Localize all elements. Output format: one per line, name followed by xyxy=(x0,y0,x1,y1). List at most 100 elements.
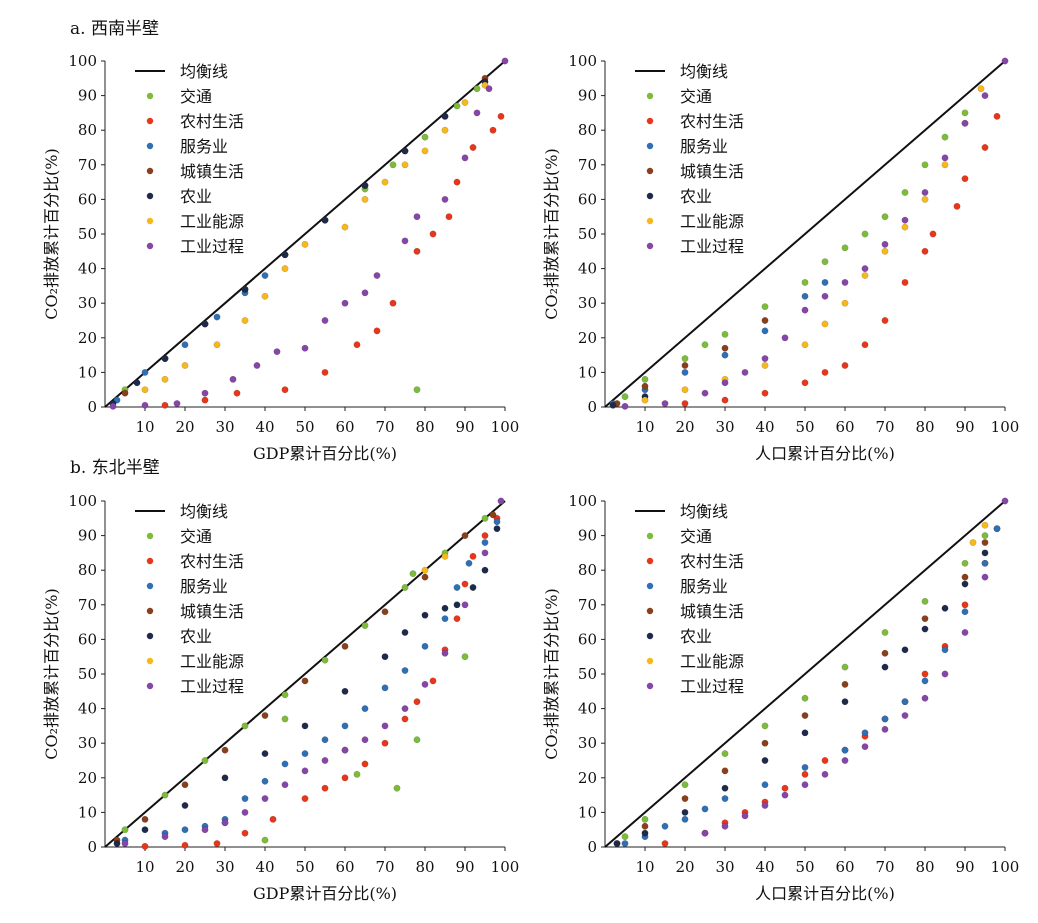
data-point xyxy=(721,767,729,775)
data-point xyxy=(141,368,149,376)
data-point xyxy=(353,341,361,349)
legend-swatch xyxy=(646,607,654,615)
data-point xyxy=(941,670,949,678)
data-point xyxy=(261,795,269,803)
data-point xyxy=(401,584,409,591)
series-1-points xyxy=(681,112,1001,407)
legend-label: 城镇生活 xyxy=(180,602,244,621)
data-point xyxy=(841,362,849,369)
y-tick-label: 80 xyxy=(78,561,97,579)
legend-swatch xyxy=(146,632,154,640)
y-tick-label: 40 xyxy=(578,260,597,278)
data-point xyxy=(941,133,949,141)
x-tick-label: 100 xyxy=(491,418,520,436)
data-point xyxy=(281,251,289,259)
data-point xyxy=(121,826,129,834)
data-point xyxy=(901,712,909,719)
chart-panel-a-gdp: 0 10 20 30 40 50 60 70 80 90 100 10 20 30 40 50 60 70 80 90… xyxy=(42,52,520,463)
legend-swatch xyxy=(646,192,654,200)
data-point xyxy=(481,514,489,522)
data-point xyxy=(761,303,769,311)
data-point xyxy=(801,278,809,286)
y-tick-label: 90 xyxy=(578,527,597,545)
legend-equality-label: 均衡线 xyxy=(180,502,228,521)
data-point xyxy=(621,402,629,410)
data-point xyxy=(481,566,489,574)
y-tick-label: 50 xyxy=(78,225,97,243)
legend-swatch xyxy=(646,557,654,565)
data-point xyxy=(389,299,397,307)
data-point xyxy=(621,393,629,401)
data-point xyxy=(301,767,309,775)
data-point xyxy=(821,258,829,266)
data-point xyxy=(381,722,389,730)
data-point xyxy=(181,362,189,369)
data-point xyxy=(181,781,189,789)
data-point xyxy=(901,223,909,231)
data-point xyxy=(381,653,389,661)
data-point xyxy=(469,552,477,560)
y-tick-label: 70 xyxy=(78,156,97,174)
data-point xyxy=(421,680,429,688)
series-5-points xyxy=(421,552,449,574)
data-point xyxy=(381,684,389,692)
data-point xyxy=(341,722,349,730)
data-point xyxy=(977,85,985,93)
data-point xyxy=(161,355,169,363)
y-tick-label: 70 xyxy=(578,156,597,174)
data-point xyxy=(681,808,689,816)
data-point xyxy=(301,240,309,248)
legend-label: 工业过程 xyxy=(180,237,244,256)
data-point xyxy=(233,389,241,397)
legend-label: 农业 xyxy=(680,627,712,646)
data-point xyxy=(881,247,889,255)
x-tick-label: 10 xyxy=(135,858,154,876)
data-point xyxy=(253,362,261,369)
x-tick-label: 50 xyxy=(795,858,814,876)
data-point xyxy=(469,584,477,591)
x-tick-label: 90 xyxy=(955,858,974,876)
series-4-points xyxy=(613,549,989,847)
data-point xyxy=(321,216,329,224)
data-point xyxy=(373,327,381,335)
data-point xyxy=(461,154,469,162)
data-point xyxy=(121,840,129,847)
data-point xyxy=(681,400,689,407)
data-point xyxy=(721,822,729,830)
data-point xyxy=(201,389,209,397)
y-tick-label: 60 xyxy=(78,630,97,648)
data-point xyxy=(861,341,869,349)
legend-label: 交通 xyxy=(680,87,712,106)
data-point xyxy=(421,573,429,581)
series-5-points xyxy=(141,81,489,394)
x-tick-label: 60 xyxy=(835,858,854,876)
data-point xyxy=(321,317,329,324)
data-point xyxy=(721,784,729,792)
data-point xyxy=(801,770,809,778)
data-point xyxy=(981,521,989,529)
data-point xyxy=(821,368,829,376)
data-point xyxy=(441,126,449,134)
data-point xyxy=(921,615,929,623)
data-point xyxy=(429,677,437,685)
x-tick-label: 40 xyxy=(755,418,774,436)
data-point xyxy=(921,694,929,702)
data-point xyxy=(841,746,849,754)
data-point xyxy=(841,278,849,286)
data-point xyxy=(841,299,849,307)
y-axis-label: CO₂排放累计百分比(%) xyxy=(42,588,61,759)
data-point xyxy=(841,663,849,671)
data-point xyxy=(929,230,937,238)
legend-swatch xyxy=(646,657,654,665)
data-point xyxy=(861,230,869,238)
data-point xyxy=(741,368,749,376)
legend-label: 城镇生活 xyxy=(680,602,744,621)
data-point xyxy=(801,306,809,314)
y-tick-label: 10 xyxy=(78,363,97,381)
data-point xyxy=(981,539,989,546)
series-5-points xyxy=(641,85,985,404)
y-tick-label: 90 xyxy=(578,87,597,105)
data-point xyxy=(413,247,421,255)
data-point xyxy=(981,549,989,557)
y-tick-label: 50 xyxy=(578,665,597,683)
